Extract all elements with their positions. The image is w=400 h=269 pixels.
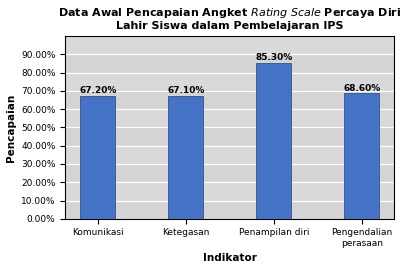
Bar — [65, 91, 394, 109]
Text: 68.60%: 68.60% — [343, 84, 380, 93]
Text: 67.10%: 67.10% — [167, 86, 204, 95]
Bar — [65, 200, 394, 219]
Bar — [65, 164, 394, 182]
X-axis label: Indikator: Indikator — [203, 253, 257, 263]
Bar — [168, 96, 204, 219]
Title: Data Awal Pencapaian Angket $\mathit{Rating\ Scale}$ Percaya Diri
Lahir Siswa da: Data Awal Pencapaian Angket $\mathit{Rat… — [58, 6, 400, 31]
Bar — [256, 63, 292, 219]
Bar — [65, 54, 394, 73]
Text: 85.30%: 85.30% — [255, 53, 292, 62]
Bar — [344, 93, 380, 219]
Bar — [65, 128, 394, 146]
Text: 67.20%: 67.20% — [79, 86, 116, 95]
Y-axis label: Pencapaian: Pencapaian — [6, 93, 16, 162]
Bar — [80, 96, 116, 219]
